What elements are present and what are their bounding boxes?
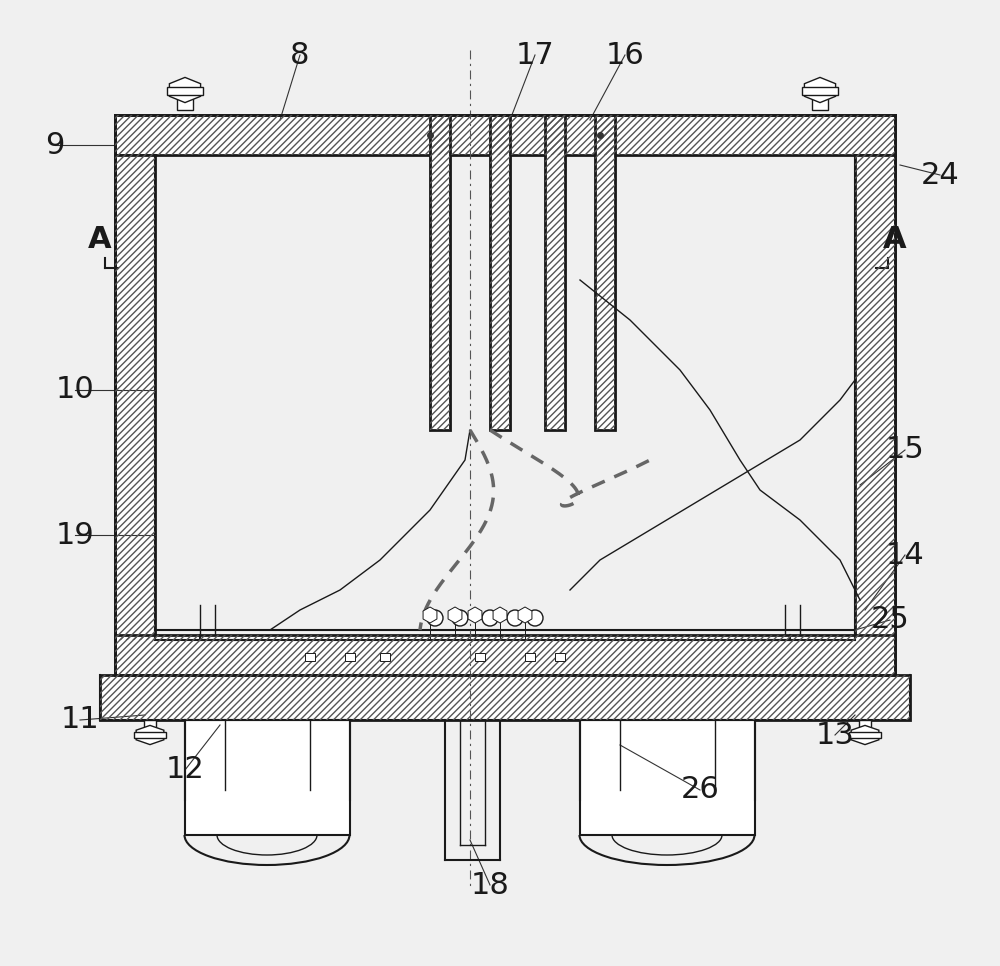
Text: 17: 17 — [516, 41, 554, 70]
Text: 15: 15 — [886, 436, 924, 465]
Bar — [545, 115, 565, 430]
Bar — [155, 630, 855, 640]
Bar — [305, 653, 315, 661]
FancyBboxPatch shape — [185, 720, 350, 835]
Bar — [115, 115, 895, 155]
FancyBboxPatch shape — [580, 720, 755, 835]
Bar — [167, 87, 203, 95]
Bar — [859, 720, 871, 735]
Bar — [380, 653, 390, 661]
Bar — [134, 732, 166, 738]
Circle shape — [452, 610, 468, 626]
Bar — [115, 635, 895, 675]
Bar — [595, 115, 615, 430]
Text: 8: 8 — [290, 41, 310, 70]
Text: 16: 16 — [606, 41, 644, 70]
Bar — [100, 675, 910, 720]
Bar — [475, 653, 485, 661]
Bar — [455, 613, 465, 623]
Bar — [510, 613, 520, 623]
Text: 11: 11 — [61, 705, 99, 734]
Text: 12: 12 — [166, 755, 204, 784]
Bar — [855, 155, 895, 640]
Polygon shape — [169, 77, 201, 102]
Bar — [115, 155, 155, 640]
Bar — [430, 115, 450, 430]
Circle shape — [527, 610, 543, 626]
Circle shape — [427, 610, 443, 626]
Bar — [100, 675, 910, 720]
Text: 19: 19 — [56, 521, 94, 550]
Bar — [855, 155, 895, 640]
Text: 9: 9 — [45, 130, 65, 159]
Bar — [595, 115, 615, 430]
Circle shape — [482, 610, 498, 626]
Bar — [144, 720, 156, 735]
Bar — [545, 115, 565, 430]
Bar — [115, 155, 155, 640]
Bar — [115, 115, 895, 155]
Text: 14: 14 — [886, 541, 924, 570]
Bar — [555, 653, 565, 661]
Polygon shape — [136, 725, 164, 745]
Bar — [812, 90, 828, 110]
Text: 13: 13 — [816, 721, 854, 750]
Bar — [430, 115, 450, 430]
Polygon shape — [804, 77, 836, 102]
Text: 24: 24 — [921, 160, 959, 189]
Bar — [849, 732, 881, 738]
Bar — [430, 613, 440, 623]
Text: A: A — [883, 225, 907, 254]
Text: 26: 26 — [681, 776, 719, 805]
Bar — [530, 613, 540, 623]
Bar — [115, 635, 895, 675]
Text: A: A — [88, 225, 112, 254]
Bar — [177, 90, 193, 110]
Bar — [802, 87, 838, 95]
Bar — [345, 653, 355, 661]
Polygon shape — [851, 725, 879, 745]
Text: 25: 25 — [871, 606, 909, 635]
Bar — [485, 613, 495, 623]
Circle shape — [507, 610, 523, 626]
Text: 18: 18 — [471, 870, 509, 899]
Text: 10: 10 — [56, 376, 94, 405]
Bar — [490, 115, 510, 430]
Bar — [525, 653, 535, 661]
Bar — [490, 115, 510, 430]
